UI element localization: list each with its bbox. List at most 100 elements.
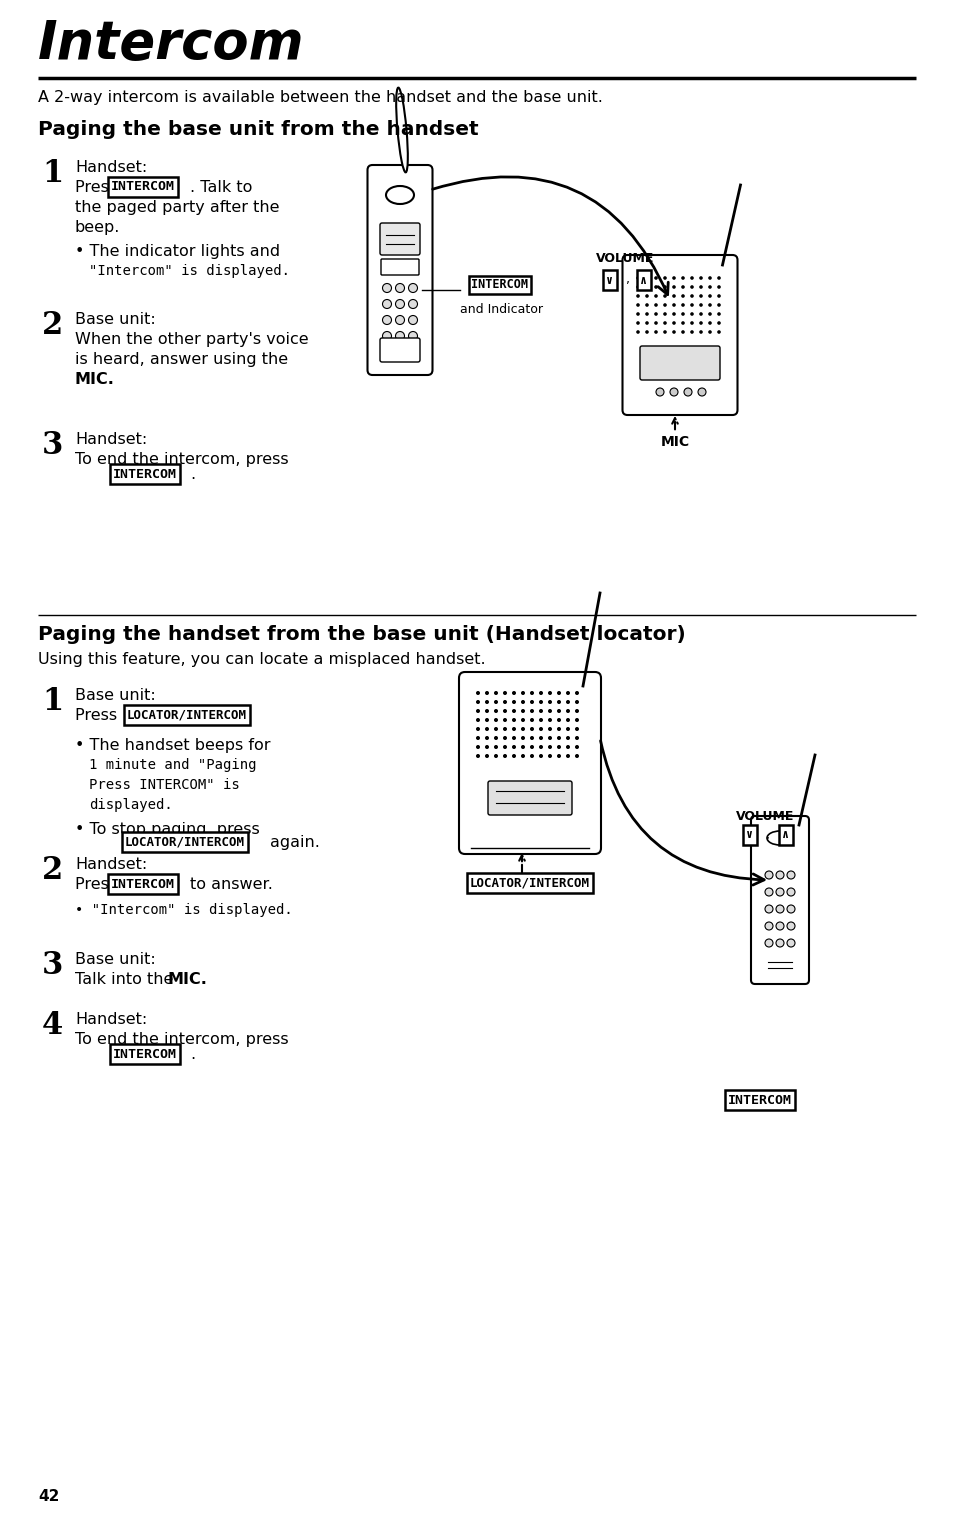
Circle shape (672, 321, 675, 325)
Text: • The handset beeps for: • The handset beeps for (75, 738, 271, 753)
Circle shape (717, 286, 720, 289)
Circle shape (683, 387, 691, 396)
Circle shape (644, 304, 648, 307)
Circle shape (699, 313, 702, 316)
Text: MIC.: MIC. (75, 372, 114, 387)
Circle shape (530, 753, 534, 758)
Circle shape (707, 286, 711, 289)
Circle shape (636, 313, 639, 316)
Circle shape (484, 737, 489, 740)
Circle shape (476, 700, 479, 703)
Circle shape (530, 737, 534, 740)
Circle shape (538, 753, 542, 758)
Circle shape (476, 737, 479, 740)
Circle shape (484, 691, 489, 696)
Circle shape (717, 304, 720, 307)
Circle shape (680, 286, 684, 289)
Circle shape (636, 286, 639, 289)
Circle shape (476, 718, 479, 722)
Circle shape (644, 276, 648, 279)
Circle shape (484, 718, 489, 722)
Circle shape (764, 889, 772, 896)
Circle shape (672, 276, 675, 279)
Circle shape (547, 691, 552, 696)
Circle shape (476, 728, 479, 731)
Circle shape (654, 286, 658, 289)
Circle shape (680, 321, 684, 325)
Circle shape (382, 284, 391, 293)
Circle shape (775, 939, 783, 946)
Circle shape (636, 304, 639, 307)
Circle shape (662, 295, 666, 298)
Circle shape (494, 709, 497, 712)
Circle shape (644, 295, 648, 298)
Circle shape (786, 870, 794, 880)
Circle shape (654, 321, 658, 325)
Text: 42: 42 (38, 1489, 59, 1504)
Text: A 2-way intercom is available between the handset and the base unit.: A 2-way intercom is available between th… (38, 90, 602, 105)
Circle shape (662, 313, 666, 316)
Circle shape (520, 691, 524, 696)
Circle shape (775, 870, 783, 880)
Text: "Intercom" is displayed.: "Intercom" is displayed. (89, 264, 290, 278)
Text: Handset:: Handset: (75, 1012, 147, 1027)
Circle shape (557, 700, 560, 703)
Text: 1: 1 (42, 158, 63, 188)
Circle shape (636, 321, 639, 325)
Circle shape (512, 700, 516, 703)
Circle shape (382, 331, 391, 340)
FancyBboxPatch shape (622, 255, 737, 415)
Circle shape (699, 276, 702, 279)
Circle shape (565, 753, 569, 758)
Text: INTERCOM: INTERCOM (111, 181, 174, 193)
FancyBboxPatch shape (379, 223, 419, 255)
Circle shape (644, 321, 648, 325)
Circle shape (530, 718, 534, 722)
Circle shape (575, 691, 578, 696)
Circle shape (494, 700, 497, 703)
FancyBboxPatch shape (458, 671, 600, 854)
Circle shape (689, 313, 693, 316)
Circle shape (575, 744, 578, 749)
Circle shape (512, 744, 516, 749)
Text: MIC: MIC (659, 418, 689, 450)
Circle shape (565, 718, 569, 722)
Circle shape (644, 330, 648, 334)
Circle shape (775, 889, 783, 896)
Circle shape (699, 321, 702, 325)
Circle shape (408, 299, 417, 308)
Circle shape (538, 737, 542, 740)
Circle shape (538, 709, 542, 712)
Ellipse shape (395, 88, 407, 172)
Circle shape (538, 700, 542, 703)
Circle shape (494, 691, 497, 696)
Circle shape (689, 304, 693, 307)
Circle shape (520, 700, 524, 703)
Text: ∧: ∧ (781, 828, 789, 842)
Text: Press: Press (75, 179, 122, 194)
Circle shape (502, 700, 506, 703)
Text: again.: again. (270, 835, 319, 851)
Circle shape (717, 321, 720, 325)
Circle shape (408, 316, 417, 325)
Circle shape (502, 718, 506, 722)
Circle shape (565, 728, 569, 731)
Text: INTERCOM: INTERCOM (471, 278, 528, 292)
Circle shape (654, 295, 658, 298)
Text: beep.: beep. (75, 220, 120, 235)
Circle shape (565, 709, 569, 712)
Text: VOLUME: VOLUME (735, 810, 793, 823)
Text: displayed.: displayed. (89, 797, 172, 813)
Circle shape (494, 753, 497, 758)
Circle shape (530, 744, 534, 749)
FancyBboxPatch shape (379, 339, 419, 362)
Circle shape (575, 700, 578, 703)
Text: to answer.: to answer. (190, 876, 273, 892)
FancyBboxPatch shape (488, 781, 572, 816)
Text: . Talk to: . Talk to (190, 179, 253, 194)
Circle shape (689, 295, 693, 298)
Circle shape (672, 286, 675, 289)
Circle shape (484, 753, 489, 758)
Circle shape (654, 304, 658, 307)
Text: Handset:: Handset: (75, 431, 147, 447)
